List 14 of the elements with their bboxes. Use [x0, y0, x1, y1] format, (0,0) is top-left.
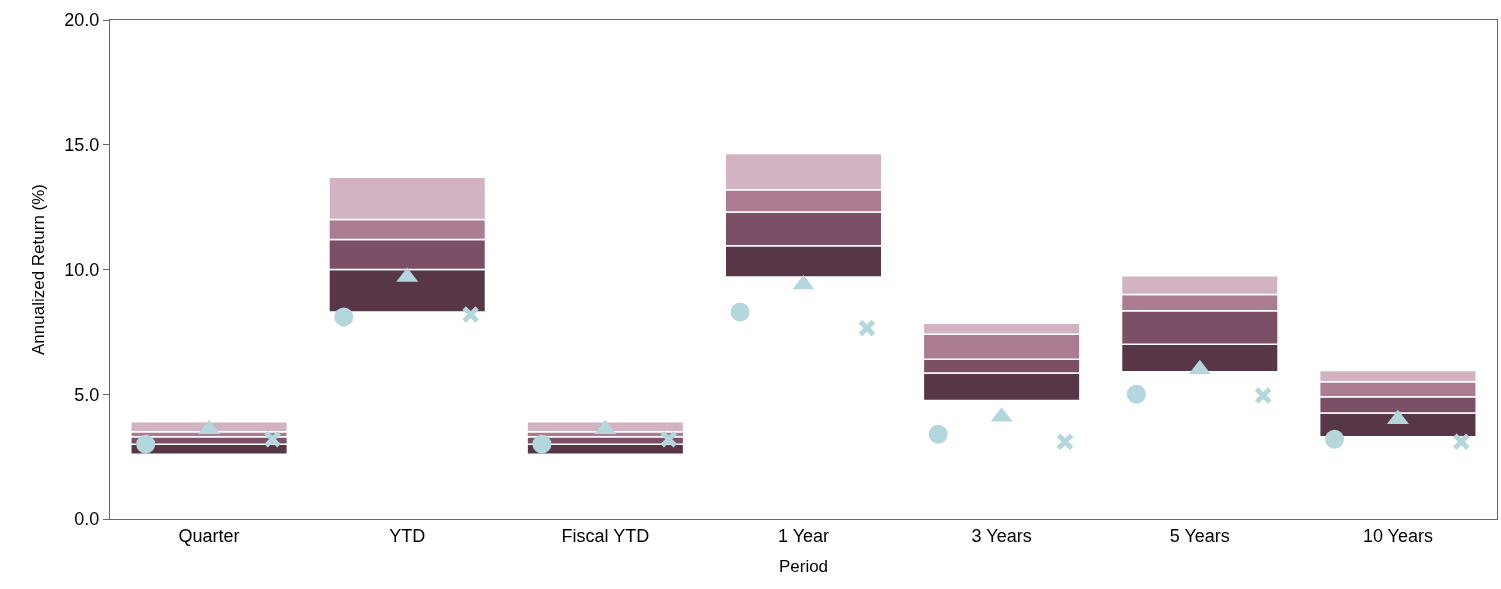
x-tick-label: 3 Years	[971, 525, 1032, 546]
y-tick-label: 20.0	[64, 10, 100, 31]
y-tick-label: 10.0	[64, 259, 100, 280]
x-axis-title: Period	[778, 557, 829, 576]
y-tick-label: 0.0	[74, 509, 100, 530]
y-tick-label: 15.0	[64, 135, 100, 156]
x-tick-label: 10 Years	[1362, 525, 1433, 546]
x-tick-label: Quarter	[178, 525, 240, 546]
y-tick-label: 5.0	[74, 384, 100, 405]
x-tick-label: 5 Years	[1169, 525, 1230, 546]
x-tick-label: YTD	[389, 525, 426, 546]
x-tick-label: 1 Year	[777, 525, 830, 546]
y-axis-title: Annualized Return (%)	[28, 183, 48, 356]
x-tick-label: Fiscal YTD	[561, 525, 650, 546]
